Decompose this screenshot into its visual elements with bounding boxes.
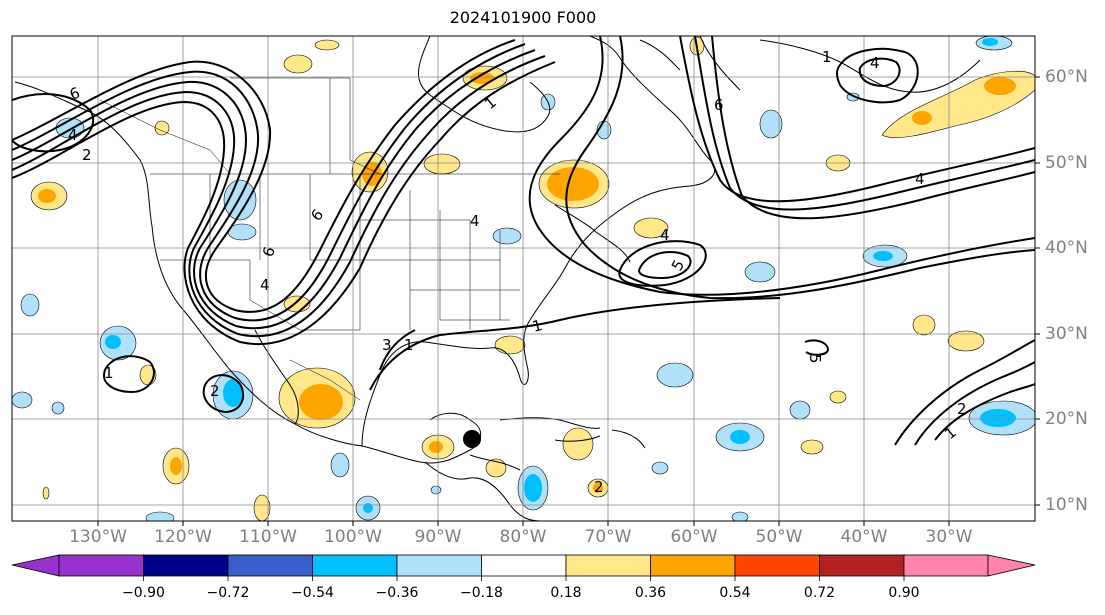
colorbar-tick-label: −0.18 bbox=[460, 585, 503, 601]
lon-label: 40°W bbox=[840, 527, 888, 547]
colorbar-extend-high bbox=[987, 554, 1036, 577]
map-layers: 6 2 4 1 6 6 4 1 4 5 6 3 1 4 2 1 1 2 1 5 … bbox=[12, 36, 1035, 521]
colorbar-segment bbox=[565, 554, 651, 577]
contour-label: 2 bbox=[82, 146, 92, 164]
colorbar-tick-label: 0.72 bbox=[803, 585, 836, 601]
lat-label: 60°N bbox=[1045, 67, 1088, 87]
contour-label: 6 bbox=[307, 206, 327, 225]
lon-label: 30°W bbox=[925, 527, 973, 547]
colorbar-segment bbox=[819, 554, 905, 577]
lat-label: 50°N bbox=[1045, 153, 1088, 173]
colorbar-tick-label: 0.36 bbox=[634, 585, 667, 601]
contour-label: 4 bbox=[660, 226, 670, 244]
contour-label: 4 bbox=[470, 212, 480, 230]
contour-label: 1 bbox=[404, 336, 414, 354]
contour-label: 1 bbox=[822, 48, 832, 66]
contour-label: 1 bbox=[104, 364, 114, 382]
contour-label: 4 bbox=[260, 276, 270, 294]
colorbar-segment bbox=[481, 554, 567, 577]
contour-label: 2 bbox=[957, 400, 967, 418]
lon-label: 120°W bbox=[154, 527, 212, 547]
graticule bbox=[12, 36, 1035, 521]
lon-label: 60°W bbox=[670, 527, 718, 547]
contour-label: 1 bbox=[530, 316, 544, 336]
axis-ticks bbox=[97, 76, 1040, 526]
colorbar-segment bbox=[734, 554, 820, 577]
colorbar-segment bbox=[650, 554, 736, 577]
map-title: 2024101900 F000 bbox=[449, 8, 597, 27]
contour-label: 4 bbox=[68, 126, 78, 144]
contour-label: 2 bbox=[210, 382, 220, 400]
contour-lines bbox=[12, 36, 1035, 446]
positive-anomaly-patches bbox=[30, 36, 1035, 521]
colorbar-tick-label: −0.36 bbox=[375, 585, 419, 601]
lat-label: 10°N bbox=[1045, 495, 1088, 515]
colorbar-segment bbox=[143, 554, 229, 577]
map-frame bbox=[11, 35, 1036, 522]
lat-label: 40°N bbox=[1045, 238, 1088, 258]
contour-label: 6 bbox=[714, 96, 724, 114]
lon-label: 50°W bbox=[755, 527, 803, 547]
contour-label: 2 bbox=[594, 478, 604, 496]
lat-label: 20°N bbox=[1045, 409, 1088, 429]
colorbar-segment bbox=[396, 554, 482, 577]
colorbar bbox=[11, 554, 1036, 581]
coastlines bbox=[14, 36, 981, 521]
colorbar-tick-label: −0.72 bbox=[206, 585, 250, 601]
contour-label: 6 bbox=[67, 84, 82, 104]
lon-label: 130°W bbox=[69, 527, 127, 547]
contour-label: 4 bbox=[870, 54, 880, 72]
colorbar-tick-label: 0.54 bbox=[719, 585, 751, 601]
colorbar-tick-label: −0.54 bbox=[291, 585, 334, 601]
colorbar-segment bbox=[58, 554, 144, 577]
contour-label: 3 bbox=[382, 336, 392, 354]
contour-label: 6 bbox=[259, 244, 279, 259]
lon-label: 90°W bbox=[414, 527, 462, 547]
colorbar-tick-label: 0.90 bbox=[888, 585, 920, 601]
colorbar-tick-label: 0.18 bbox=[550, 585, 582, 601]
colorbar-segment bbox=[227, 554, 313, 577]
colorbar-extend-low bbox=[11, 554, 60, 577]
contour-label: 1 bbox=[481, 93, 500, 113]
lon-label: 70°W bbox=[584, 527, 632, 547]
contour-label: 4 bbox=[915, 170, 925, 188]
lon-label: 100°W bbox=[324, 527, 382, 547]
contour-label: 1 bbox=[941, 423, 960, 443]
contour-labels: 6 2 4 1 6 6 4 1 4 5 6 3 1 4 2 1 1 2 1 5 … bbox=[67, 48, 966, 496]
colorbar-segment bbox=[312, 554, 398, 577]
colorbar-tick-label: −0.90 bbox=[122, 585, 165, 601]
lat-label: 30°N bbox=[1045, 324, 1088, 344]
lon-label: 110°W bbox=[239, 527, 297, 547]
colorbar-segment bbox=[903, 554, 989, 577]
contour-label: 5 bbox=[806, 354, 824, 364]
storm-center-marker bbox=[463, 430, 481, 448]
lon-label: 80°W bbox=[499, 527, 547, 547]
negative-anomaly-patches bbox=[12, 36, 1035, 521]
